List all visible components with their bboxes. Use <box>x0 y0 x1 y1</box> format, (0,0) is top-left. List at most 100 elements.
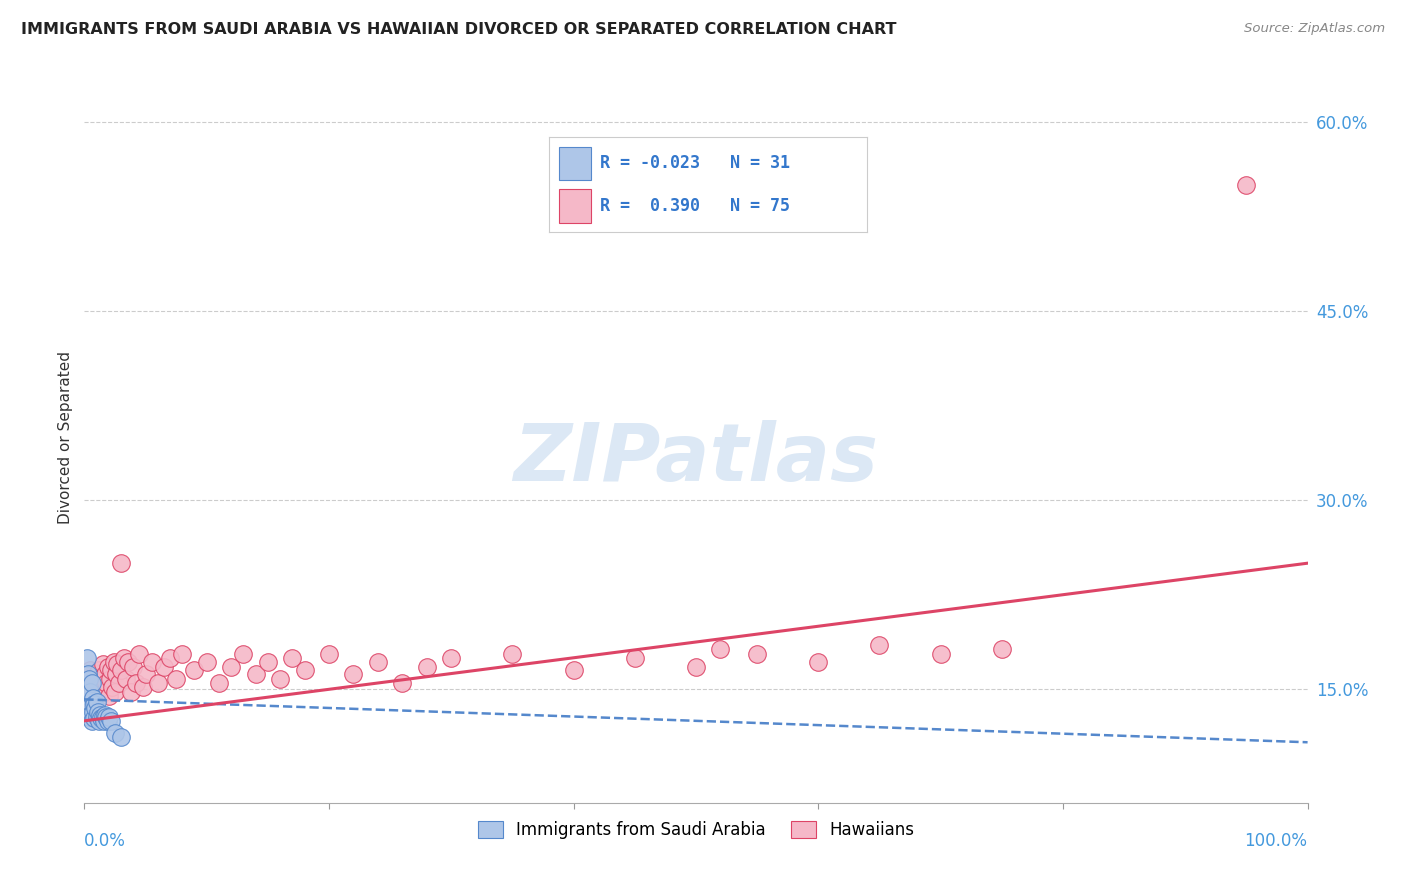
Point <box>107 676 129 690</box>
Point <box>195 655 218 669</box>
Point <box>77 701 100 715</box>
Point <box>104 685 127 699</box>
Point <box>75 707 97 722</box>
Point <box>83 672 105 686</box>
Point <box>110 556 132 570</box>
Point <box>87 664 110 678</box>
Point <box>159 650 181 665</box>
Point <box>165 672 187 686</box>
Point <box>76 650 98 665</box>
Point <box>83 711 105 725</box>
Point <box>440 650 463 665</box>
Point <box>122 659 145 673</box>
Point <box>97 710 120 724</box>
Point <box>120 685 142 699</box>
Point <box>98 672 121 686</box>
Point <box>208 676 231 690</box>
Point <box>84 701 107 715</box>
Point <box>281 650 304 665</box>
Text: ZIPatlas: ZIPatlas <box>513 420 879 498</box>
Point <box>83 698 105 712</box>
Text: 100.0%: 100.0% <box>1244 832 1308 850</box>
Point <box>86 685 108 699</box>
Point <box>869 638 891 652</box>
Point <box>367 655 389 669</box>
Point <box>117 655 139 669</box>
Point <box>624 650 647 665</box>
Point <box>807 655 830 669</box>
Point <box>96 676 118 690</box>
Point <box>89 707 111 722</box>
Point <box>90 711 112 725</box>
Legend: Immigrants from Saudi Arabia, Hawaiians: Immigrants from Saudi Arabia, Hawaiians <box>471 814 921 846</box>
Point <box>75 685 97 699</box>
Point <box>79 707 101 722</box>
Point <box>502 647 524 661</box>
Point <box>104 726 127 740</box>
Point <box>100 664 122 678</box>
Point <box>86 667 108 681</box>
Point <box>93 714 115 728</box>
Point <box>105 667 128 681</box>
Point <box>80 676 103 690</box>
Point <box>82 680 104 694</box>
Point <box>97 659 120 673</box>
Point <box>90 680 112 694</box>
Point <box>103 655 125 669</box>
Point <box>110 664 132 678</box>
Point <box>416 659 439 673</box>
Point <box>219 659 242 673</box>
Point <box>76 689 98 703</box>
Point <box>685 659 707 673</box>
Point <box>269 672 291 686</box>
Point <box>94 707 117 722</box>
Point <box>79 664 101 678</box>
Point <box>172 647 194 661</box>
Point <box>318 647 340 661</box>
Point <box>245 667 267 681</box>
Point <box>100 714 122 728</box>
Point <box>77 667 100 681</box>
Point <box>86 695 108 709</box>
Point <box>128 647 150 661</box>
Point <box>135 667 157 681</box>
Point <box>96 710 118 724</box>
Point <box>747 647 769 661</box>
Point <box>82 705 104 719</box>
Point <box>257 655 280 669</box>
Point <box>87 705 110 719</box>
Point <box>1236 178 1258 192</box>
Point <box>132 680 155 694</box>
Point <box>79 685 101 699</box>
Point <box>86 710 108 724</box>
Text: IMMIGRANTS FROM SAUDI ARABIA VS HAWAIIAN DIVORCED OR SEPARATED CORRELATION CHART: IMMIGRANTS FROM SAUDI ARABIA VS HAWAIIAN… <box>21 22 897 37</box>
Point <box>105 657 128 671</box>
Point <box>391 676 413 690</box>
Point <box>91 710 114 724</box>
Point <box>342 667 364 681</box>
Point <box>91 657 114 671</box>
Point <box>294 664 316 678</box>
Point <box>77 670 100 684</box>
Point <box>110 730 132 744</box>
Point <box>89 672 111 686</box>
Point <box>232 647 254 661</box>
Text: 0.0%: 0.0% <box>84 832 127 850</box>
Point <box>77 695 100 709</box>
Point <box>709 642 731 657</box>
Point <box>77 710 100 724</box>
Point <box>76 676 98 690</box>
Point <box>141 655 163 669</box>
Point <box>97 714 120 728</box>
Point <box>87 689 110 703</box>
Point <box>562 664 585 678</box>
Y-axis label: Divorced or Separated: Divorced or Separated <box>58 351 73 524</box>
Point <box>125 676 148 690</box>
Point <box>94 667 117 681</box>
Text: Source: ZipAtlas.com: Source: ZipAtlas.com <box>1244 22 1385 36</box>
Point <box>153 659 176 673</box>
Point <box>79 689 101 703</box>
Point <box>87 676 110 690</box>
Point <box>929 647 952 661</box>
Point <box>112 650 135 665</box>
